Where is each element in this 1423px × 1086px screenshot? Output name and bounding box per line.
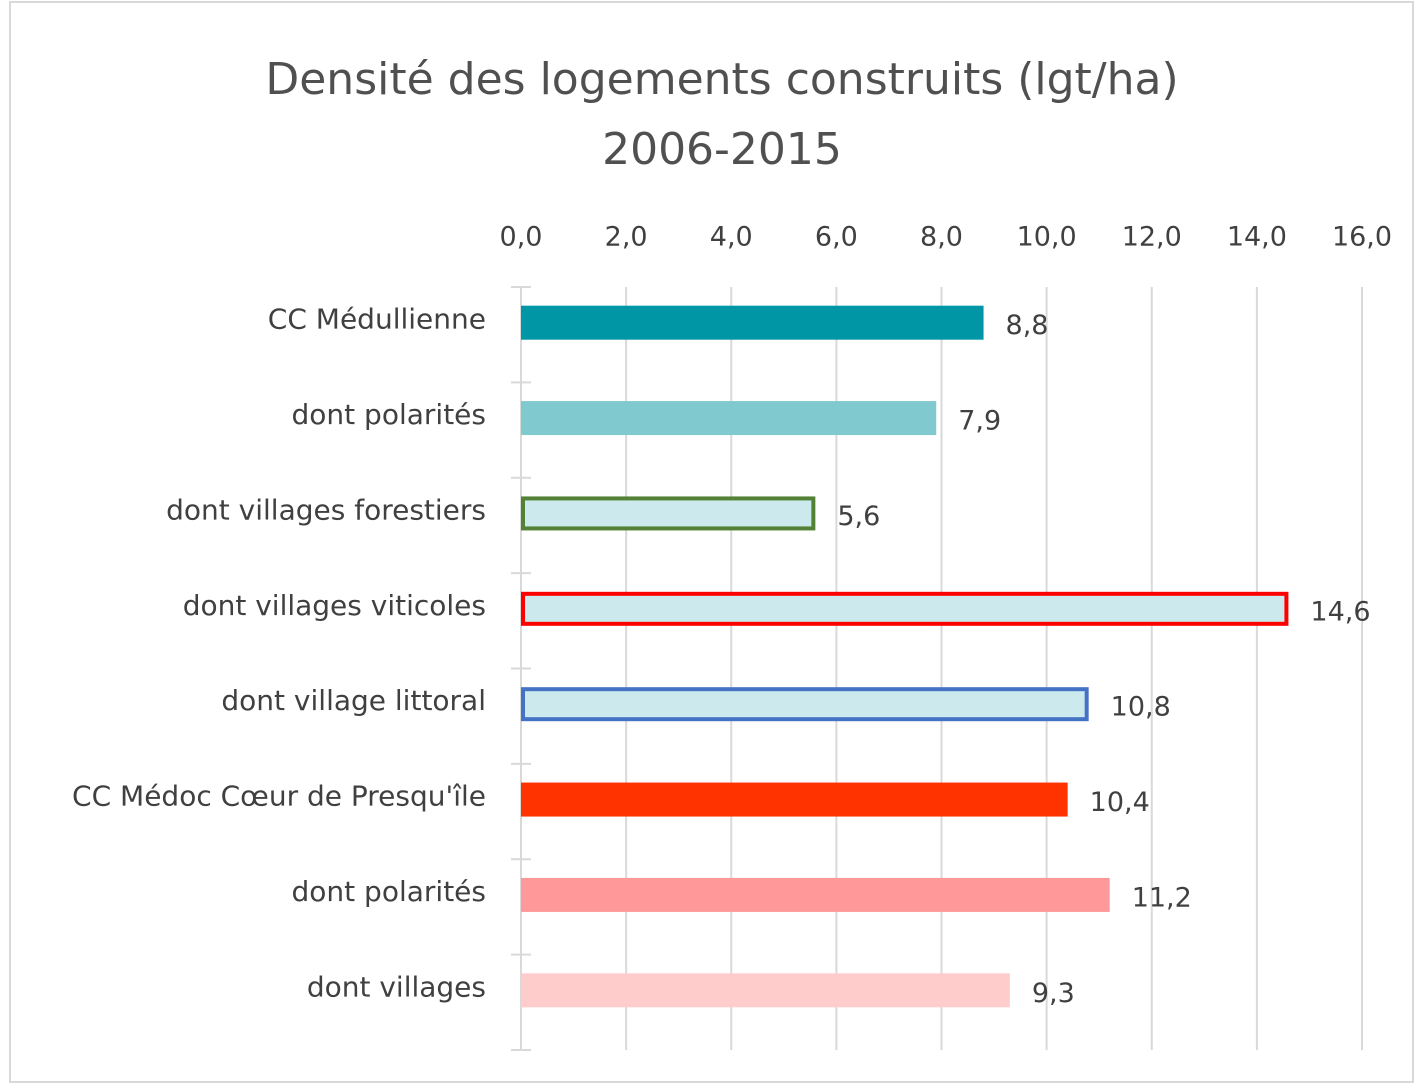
bar: [521, 973, 1010, 1008]
x-tick-label: 12,0: [1122, 222, 1182, 253]
value-label: 11,2: [1132, 882, 1192, 913]
bar: [521, 305, 984, 340]
y-tick-label: dont villages forestiers: [166, 493, 486, 526]
y-tick-label: dont polarités: [292, 875, 486, 908]
value-label: 5,6: [837, 501, 880, 532]
value-label: 7,9: [958, 406, 1001, 437]
x-tick-label: 6,0: [815, 222, 858, 253]
value-label: 9,3: [1032, 978, 1075, 1009]
y-tick-label: CC Médoc Cœur de Presqu'île: [72, 780, 486, 813]
x-tick-label: 0,0: [500, 222, 543, 253]
value-label: 10,8: [1111, 692, 1171, 723]
x-tick-label: 2,0: [605, 222, 648, 253]
y-tick-label: CC Médullienne: [268, 303, 486, 336]
y-tick-label: dont polarités: [292, 398, 486, 431]
bar: [521, 877, 1110, 912]
y-tick-label: dont villages viticoles: [183, 589, 486, 622]
chart-title: Densité des logements construits (lgt/ha…: [265, 54, 1178, 105]
value-label: 10,4: [1090, 787, 1150, 818]
y-tick-label: dont village littoral: [221, 684, 486, 717]
chart-title: 2006-2015: [602, 124, 842, 175]
x-tick-label: 16,0: [1332, 222, 1392, 253]
value-label: 14,6: [1310, 596, 1370, 627]
bar: [521, 782, 1068, 817]
bar: [521, 591, 1289, 626]
x-tick-label: 8,0: [920, 222, 963, 253]
bar: [521, 496, 816, 531]
x-tick-label: 10,0: [1017, 222, 1077, 253]
y-tick-label: dont villages: [307, 970, 486, 1003]
x-tick-label: 14,0: [1227, 222, 1287, 253]
bar: [521, 687, 1089, 722]
bar: [521, 401, 937, 436]
value-label: 8,8: [1006, 310, 1049, 341]
x-tick-label: 4,0: [710, 222, 753, 253]
